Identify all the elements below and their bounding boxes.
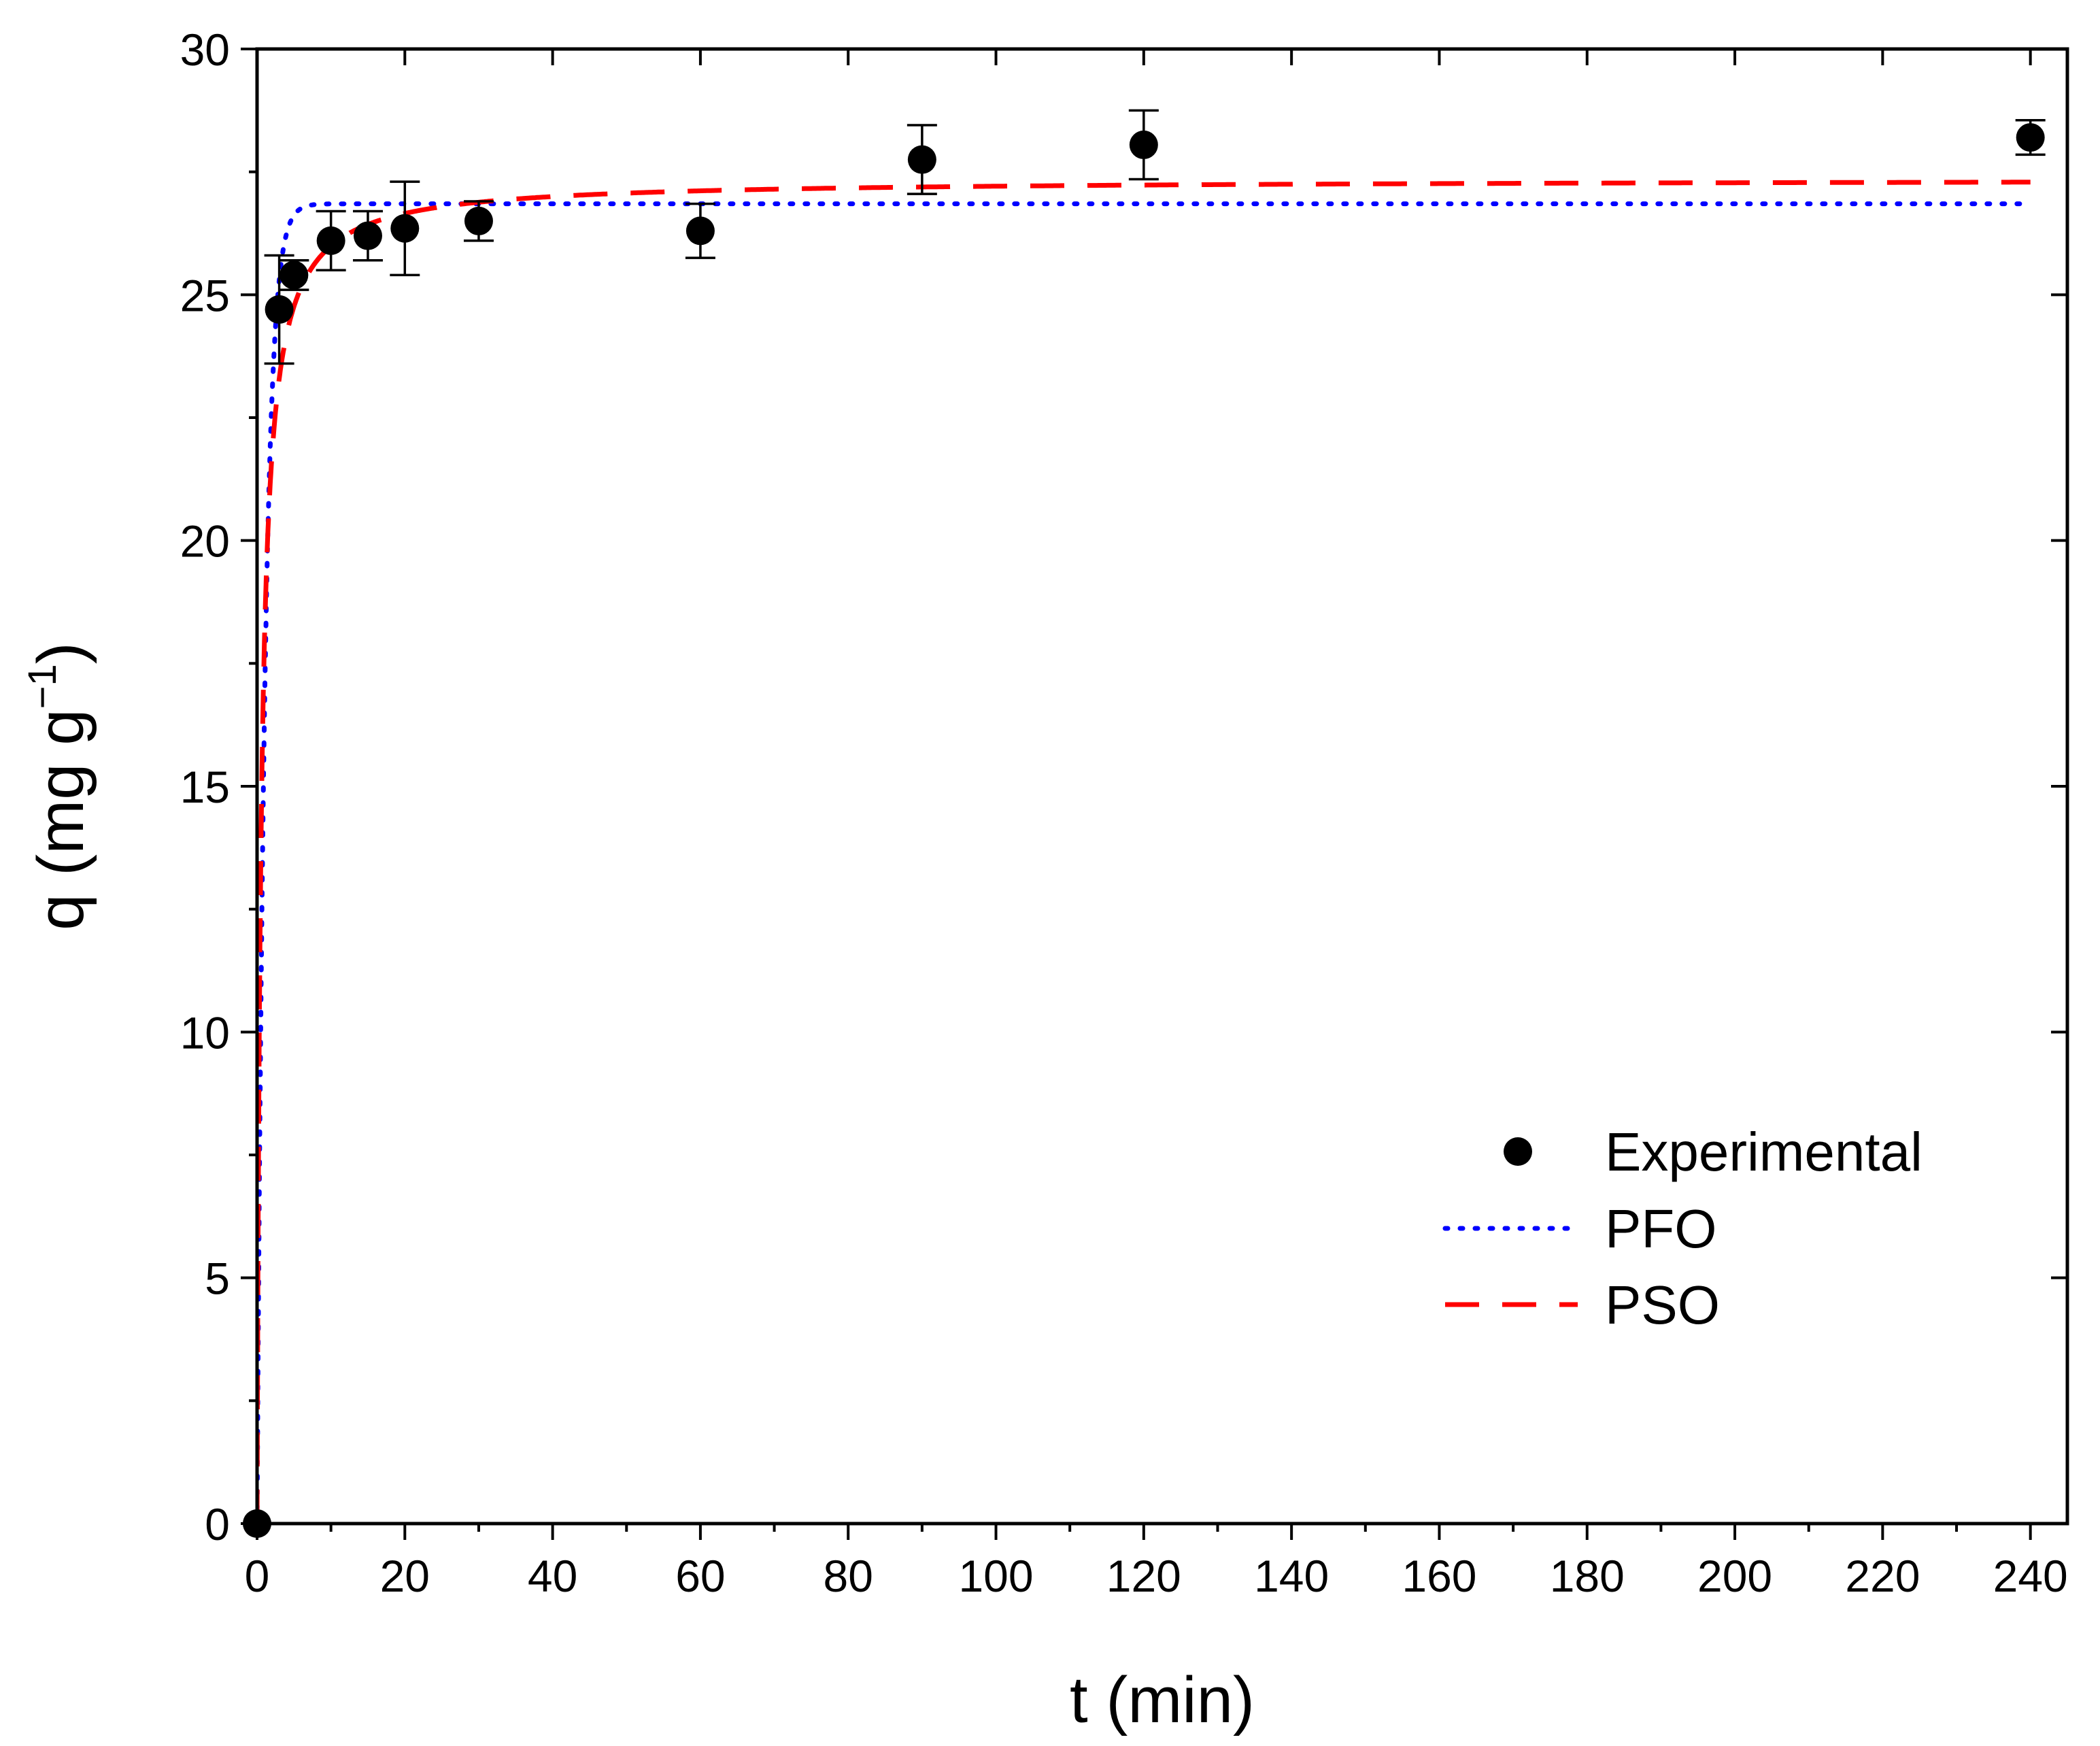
x-tick-label: 200	[1697, 1551, 1772, 1601]
pso-curve	[257, 180, 2031, 1524]
x-tick-label: 120	[1106, 1551, 1181, 1601]
data-point	[316, 226, 345, 255]
data-point	[1129, 130, 1158, 159]
x-tick-label: 220	[1845, 1551, 1920, 1601]
data-point	[390, 214, 420, 243]
data-point	[907, 145, 936, 174]
data-point	[265, 295, 294, 324]
x-tick-label: 140	[1254, 1551, 1329, 1601]
x-tick-label: 60	[675, 1551, 725, 1601]
data-point	[685, 216, 715, 246]
y-axis-title: q (mg g−1)	[20, 642, 97, 930]
data-point	[2016, 123, 2045, 152]
y-tick-label: 30	[180, 24, 230, 75]
y-tick-label: 5	[205, 1254, 230, 1304]
plot-frame	[255, 47, 2069, 1526]
legend: Experimental PFO PSO	[1442, 1122, 1923, 1335]
x-tick-label: 160	[1402, 1551, 1476, 1601]
data-point	[280, 261, 309, 290]
x-tick-label: 240	[1993, 1551, 2068, 1601]
data-point	[464, 206, 493, 235]
x-tick-label: 20	[380, 1551, 430, 1601]
x-axis-title: t (min)	[1070, 1664, 1255, 1736]
x-tick-label: 40	[528, 1551, 577, 1601]
y-tick-label: 10	[180, 1007, 230, 1058]
x-tick-label: 100	[958, 1551, 1033, 1601]
x-tick-label: 80	[824, 1551, 873, 1601]
experimental-points	[243, 109, 2046, 1538]
legend-experimental-label: Experimental	[1605, 1122, 1923, 1182]
legend-pfo-label: PFO	[1605, 1198, 1716, 1259]
y-tick-label: 25	[180, 270, 230, 320]
legend-experimental-marker	[1504, 1137, 1532, 1166]
y-tick-label: 0	[205, 1499, 230, 1549]
data-point	[353, 221, 382, 250]
legend-pso-label: PSO	[1605, 1275, 1720, 1335]
pfo-curve	[257, 201, 2033, 1524]
svg-text:q (mg g−1): q (mg g−1)	[20, 642, 97, 930]
x-axis: 0 20 40 60 80 100 120 140 160 180 200 220 240	[245, 49, 2068, 1601]
model-lines	[257, 180, 2033, 1524]
y-axis-title-close: )	[24, 642, 97, 664]
y-axis-title-superscript: −1	[20, 664, 65, 709]
y-axis-title-main: q (mg g	[24, 709, 97, 930]
x-tick-label: 180	[1550, 1551, 1625, 1601]
x-tick-label: 0	[245, 1551, 270, 1601]
y-axis: 0 5 10 15 20 25 30	[180, 24, 2067, 1549]
y-tick-label: 15	[180, 762, 230, 812]
y-tick-label: 20	[180, 516, 230, 567]
